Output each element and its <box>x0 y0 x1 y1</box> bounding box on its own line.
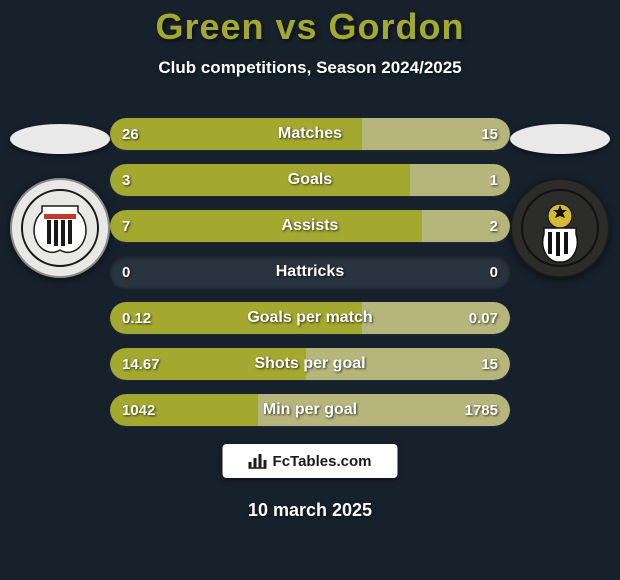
branding-text: FcTables.com <box>273 453 372 470</box>
club-crest-left <box>10 178 110 278</box>
player-left-avatar-placeholder <box>10 124 110 154</box>
date-label: 10 march 2025 <box>0 500 620 521</box>
branding-badge: FcTables.com <box>223 444 398 478</box>
subtitle: Club competitions, Season 2024/2025 <box>0 58 620 78</box>
stat-row: 72Assists <box>110 210 510 242</box>
stat-value-left: 0 <box>122 256 130 288</box>
stats-table: 2615Matches 31Goals 72Assists 0 0Hattricks 0.… <box>110 118 510 440</box>
stat-bar-left <box>110 164 410 196</box>
grimsby-town-crest-icon <box>20 188 100 268</box>
stat-bar-right <box>258 394 510 426</box>
stat-bar-right <box>410 164 510 196</box>
stat-bar-left <box>110 348 306 380</box>
stat-bar-right <box>306 348 510 380</box>
notts-county-crest-icon <box>520 188 600 268</box>
stat-bar-right <box>422 210 510 242</box>
stat-bar-left <box>110 118 362 150</box>
stat-row: 0.120.07Goals per match <box>110 302 510 334</box>
stat-row: 31Goals <box>110 164 510 196</box>
stat-bar-right <box>362 118 510 150</box>
page-title: Green vs Gordon <box>0 0 620 48</box>
stat-value-right: 0 <box>490 256 498 288</box>
player-right <box>500 124 620 278</box>
club-crest-right <box>510 178 610 278</box>
player-left <box>0 124 120 278</box>
stat-bar-left <box>110 394 258 426</box>
stat-row: 2615Matches <box>110 118 510 150</box>
comparison-card: Green vs Gordon Club competitions, Seaso… <box>0 0 620 580</box>
player-right-avatar-placeholder <box>510 124 610 154</box>
stat-row: 14.6715Shots per goal <box>110 348 510 380</box>
stat-bar-left <box>110 210 422 242</box>
chart-bars-icon <box>249 452 269 470</box>
stat-label: Hattricks <box>110 256 510 288</box>
stat-row: 0 0Hattricks <box>110 256 510 288</box>
stat-bar-right <box>362 302 510 334</box>
stat-row: 10421785Min per goal <box>110 394 510 426</box>
stat-bar-left <box>110 302 362 334</box>
